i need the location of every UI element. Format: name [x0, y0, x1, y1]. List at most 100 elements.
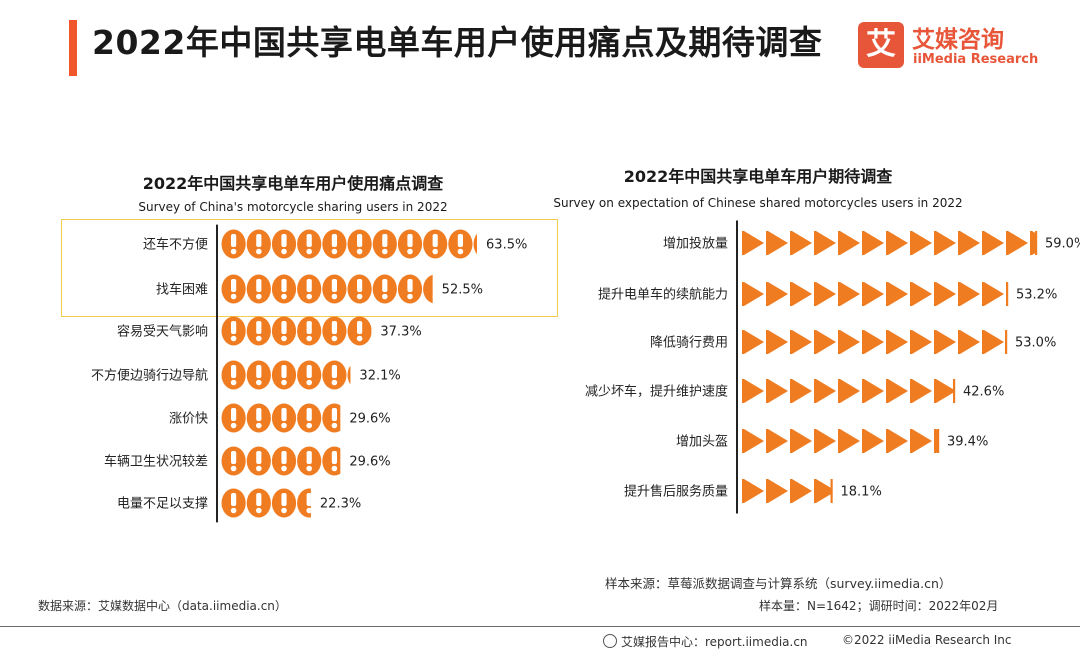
- flag-pennant-icon: [790, 479, 812, 503]
- exclamation-circle-icon: [448, 229, 473, 259]
- bar: [221, 488, 311, 518]
- exclamation-circle-icon: [221, 360, 246, 390]
- exclamation-circle-icon: [322, 446, 341, 476]
- exclamation-circle-icon: [297, 274, 322, 304]
- flag-pennant-icon: [790, 330, 812, 354]
- exclamation-circle-icon: [297, 316, 322, 346]
- flag-pennant-icon: [838, 429, 860, 453]
- exclamation-circle-icon: [347, 229, 372, 259]
- exclamation-circle-icon: [397, 274, 423, 304]
- flag-pennant-icon: [742, 479, 764, 503]
- flag-pennant-icon: [862, 330, 884, 354]
- flag-pennant-icon: [982, 282, 1004, 306]
- exclamation-circle-icon: [246, 446, 271, 476]
- flag-pennant-icon: [886, 330, 908, 354]
- flag-pennant-icon: [814, 379, 836, 403]
- left-chart-subtitle: Survey of China's motorcycle sharing use…: [138, 200, 448, 214]
- bar: [221, 403, 341, 433]
- flag-pennant-icon: [958, 282, 980, 306]
- exclamation-circle-icon: [246, 403, 271, 433]
- value-label: 53.0%: [1015, 336, 1056, 351]
- category-label: 涨价快: [169, 412, 208, 427]
- exclamation-circle-icon: [271, 403, 297, 433]
- flag-pennant-icon: [766, 479, 788, 503]
- exclamation-circle-icon: [347, 274, 372, 304]
- value-label: 29.6%: [349, 412, 390, 427]
- footer-copyright: ©2022 iiMedia Research Inc: [842, 633, 1012, 647]
- category-label: 还车不方便: [143, 237, 208, 253]
- flag-pennant-icon: [766, 282, 788, 306]
- flag-pennant-icon: [838, 231, 860, 255]
- flag-pennant-icon: [934, 282, 956, 306]
- flag-pennant-icon: [790, 282, 812, 306]
- iimedia-logo: 艾 艾媒咨询 iiMedia Research: [858, 20, 1038, 72]
- exclamation-circle-icon: [347, 316, 372, 346]
- exclamation-circle-icon: [322, 229, 347, 259]
- bar: [742, 429, 940, 453]
- flag-pennant-icon: [790, 429, 812, 453]
- flag-pennant-icon: [742, 330, 764, 354]
- value-label: 37.3%: [380, 325, 421, 340]
- exclamation-circle-icon: [423, 229, 448, 259]
- value-label: 22.3%: [320, 497, 361, 512]
- exclamation-circle-icon: [297, 360, 322, 390]
- bar-end-mark: [937, 429, 940, 453]
- exclamation-circle-icon: [297, 229, 322, 259]
- flag-pennant-icon: [838, 330, 860, 354]
- exclamation-circle-icon: [297, 403, 322, 433]
- flag-pennant-icon: [886, 379, 908, 403]
- logo-cn-text: 艾媒咨询: [912, 27, 1004, 53]
- flag-pennant-icon: [934, 330, 956, 354]
- flag-pennant-icon: [814, 282, 836, 306]
- flag-pennant-icon: [910, 330, 932, 354]
- bar: [221, 274, 433, 304]
- flag-pennant-icon: [838, 379, 860, 403]
- footer-report-center-text: 艾媒报告中心：report.iimedia.cn: [621, 635, 808, 649]
- pain-points-chart: 还车不方便 63.5% 找车困难 52.5% 容易受天气影响 37.3% 不方便边骑行边导航…: [91, 224, 527, 523]
- exclamation-circle-icon: [221, 403, 246, 433]
- exclamation-circle-icon: [347, 365, 351, 385]
- bar-end-mark: [830, 479, 833, 503]
- value-label: 52.5%: [442, 283, 483, 298]
- category-label: 车辆卫生状况较差: [104, 454, 208, 470]
- value-label: 32.1%: [359, 369, 400, 384]
- flag-pennant-icon: [982, 231, 1004, 255]
- exclamation-circle-icon: [397, 229, 423, 259]
- category-label: 增加头盔: [676, 434, 728, 450]
- footer-divider: [0, 626, 1080, 627]
- flag-pennant-icon: [766, 231, 788, 255]
- flag-pennant-icon: [862, 282, 884, 306]
- exclamation-circle-icon: [322, 274, 347, 304]
- flag-pennant-icon: [814, 231, 836, 255]
- flag-pennant-icon: [934, 379, 954, 403]
- flag-pennant-icon: [742, 379, 764, 403]
- flag-pennant-icon: [814, 479, 832, 503]
- bar-end-mark: [1006, 282, 1009, 306]
- category-label: 容易受天气影响: [117, 324, 208, 340]
- flag-pennant-icon: [766, 429, 788, 453]
- exclamation-circle-icon: [246, 360, 271, 390]
- flag-pennant-icon: [910, 231, 932, 255]
- exclamation-circle-icon: [271, 316, 297, 346]
- value-label: 59.0%: [1045, 237, 1080, 252]
- exclamation-circle-icon: [473, 233, 478, 255]
- flag-pennant-icon: [1006, 231, 1028, 255]
- bar: [742, 231, 1038, 255]
- category-label: 提升电单车的续航能力: [598, 287, 728, 303]
- flag-pennant-icon: [982, 330, 1004, 354]
- category-label: 找车困难: [156, 282, 208, 298]
- page-title: 2022年中国共享电单车用户使用痛点及期待调查: [92, 23, 823, 62]
- flag-pennant-icon: [886, 429, 908, 453]
- exclamation-circle-icon: [322, 360, 347, 390]
- category-label: 增加投放量: [663, 236, 728, 252]
- flag-pennant-icon: [790, 379, 812, 403]
- exclamation-circle-icon: [221, 488, 246, 518]
- category-label: 电量不足以支撑: [117, 497, 208, 512]
- expectations-chart: 增加投放量 59.0% 提升电单车的续航能力 53.2% 降低骑行费用 53.0% 减少坏车…: [585, 220, 1080, 514]
- exclamation-circle-icon: [271, 488, 297, 518]
- footer-sample-size: 样本量：N=1642；调研时间：2022年02月: [759, 599, 999, 613]
- globe-icon: [603, 634, 617, 648]
- footer-report-center: 艾媒报告中心：report.iimedia.cn: [603, 633, 808, 650]
- category-label: 提升售后服务质量: [624, 484, 728, 500]
- exclamation-circle-icon: [271, 229, 297, 259]
